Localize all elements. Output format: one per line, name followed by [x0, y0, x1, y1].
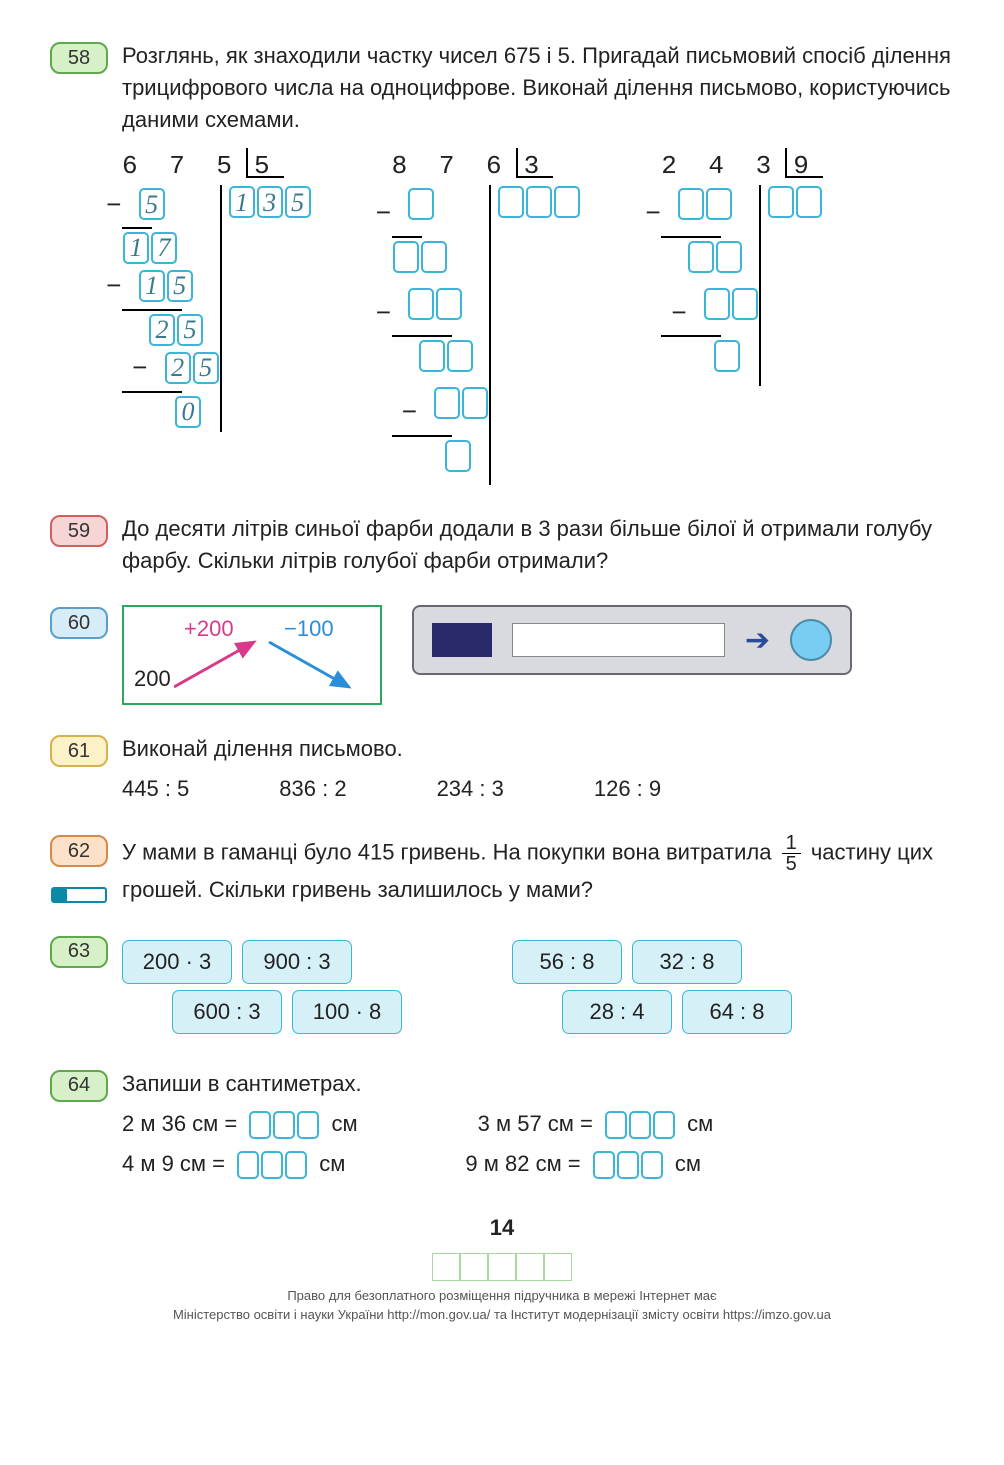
footer-grid: [50, 1253, 954, 1281]
exercise-62: 62 У мами в гаманці було 415 гривень. На…: [50, 833, 954, 906]
device: ➔: [412, 605, 852, 675]
badge-61: 61: [50, 735, 108, 767]
exercise-60: 60 +200 −100 200: [50, 605, 954, 705]
ex61-item: 234 : 3: [437, 773, 504, 805]
tile: 64 : 8: [682, 990, 792, 1034]
badge-60: 60: [50, 607, 108, 639]
divisor: 5: [246, 148, 284, 178]
q1: 1: [229, 186, 255, 218]
tile: 200 · 3: [122, 940, 232, 984]
tile: 56 : 8: [512, 940, 622, 984]
eq: 3 м 57 см = см: [478, 1108, 714, 1140]
arrows-svg: [174, 637, 374, 697]
device-square: [432, 623, 492, 657]
start-200: 200: [134, 663, 171, 695]
arrow-icon: ➔: [745, 619, 770, 663]
ex61-text: Виконай ділення письмово.: [122, 733, 954, 765]
badge-59: 59: [50, 515, 108, 547]
badge-62: 62: [50, 835, 108, 867]
ex61-item: 836 : 2: [279, 773, 346, 805]
tile: 100 · 8: [292, 990, 402, 1034]
exercise-59: 59 До десяти літрів синьої фарби додали …: [50, 513, 954, 577]
ex64-title: Запиши в сантиметрах.: [122, 1068, 954, 1100]
badge-63: 63: [50, 936, 108, 968]
tile: 28 : 4: [562, 990, 672, 1034]
tile: 600 : 3: [172, 990, 282, 1034]
eq: 2 м 36 см = см: [122, 1108, 358, 1140]
footer: Право для безоплатного розміщення підруч…: [50, 1287, 954, 1323]
page-number: 14: [485, 1215, 519, 1247]
longdiv-876-3: 8 7 6 3 − − −: [392, 148, 582, 486]
ex61-item: 126 : 9: [594, 773, 661, 805]
arrow-box: +200 −100 200: [122, 605, 382, 705]
ex59-text: До десяти літрів синьої фарби додали в 3…: [122, 513, 954, 577]
tile-group-1: 200 · 3 900 : 3 600 : 3 100 · 8: [122, 934, 402, 1040]
ex61-item: 445 : 5: [122, 773, 189, 805]
eq: 4 м 9 см = см: [122, 1148, 345, 1180]
badge-58: 58: [50, 42, 108, 74]
cell: 5: [139, 188, 165, 220]
badge-64: 64: [50, 1070, 108, 1102]
tile: 32 : 8: [632, 940, 742, 984]
exercise-64: 64 Запиши в сантиметрах. 2 м 36 см = см …: [50, 1068, 954, 1188]
device-slot: [512, 623, 725, 657]
ex58-text: Розглянь, як знаходили частку чисел 675 …: [122, 40, 954, 136]
eq: 9 м 82 см = см: [465, 1148, 701, 1180]
fraction-1-5: 1 5: [782, 833, 801, 874]
device-circle: [790, 619, 832, 661]
tile: 900 : 3: [242, 940, 352, 984]
pencil-icon: [51, 887, 107, 903]
tile-group-2: 56 : 8 32 : 8 28 : 4 64 : 8: [512, 934, 792, 1040]
dividend: 6 7 5: [122, 148, 246, 186]
division-row: 6 7 5 5 −5 17 −15 25 −25: [122, 148, 954, 486]
longdiv-675-5: 6 7 5 5 −5 17 −15 25 −25: [122, 148, 312, 486]
longdiv-243-9: 2 4 3 9 − −: [661, 148, 823, 486]
ex62-text: У мами в гаманці було 415 гривень. На по…: [122, 833, 954, 906]
exercise-61: 61 Виконай ділення письмово. 445 : 5 836…: [50, 733, 954, 805]
exercise-63: 63 200 · 3 900 : 3 600 : 3 100 · 8 56 : …: [50, 934, 954, 1040]
ex61-list: 445 : 5 836 : 2 234 : 3 126 : 9: [122, 773, 954, 805]
exercise-58: 58 Розглянь, як знаходили частку чисел 6…: [50, 40, 954, 485]
